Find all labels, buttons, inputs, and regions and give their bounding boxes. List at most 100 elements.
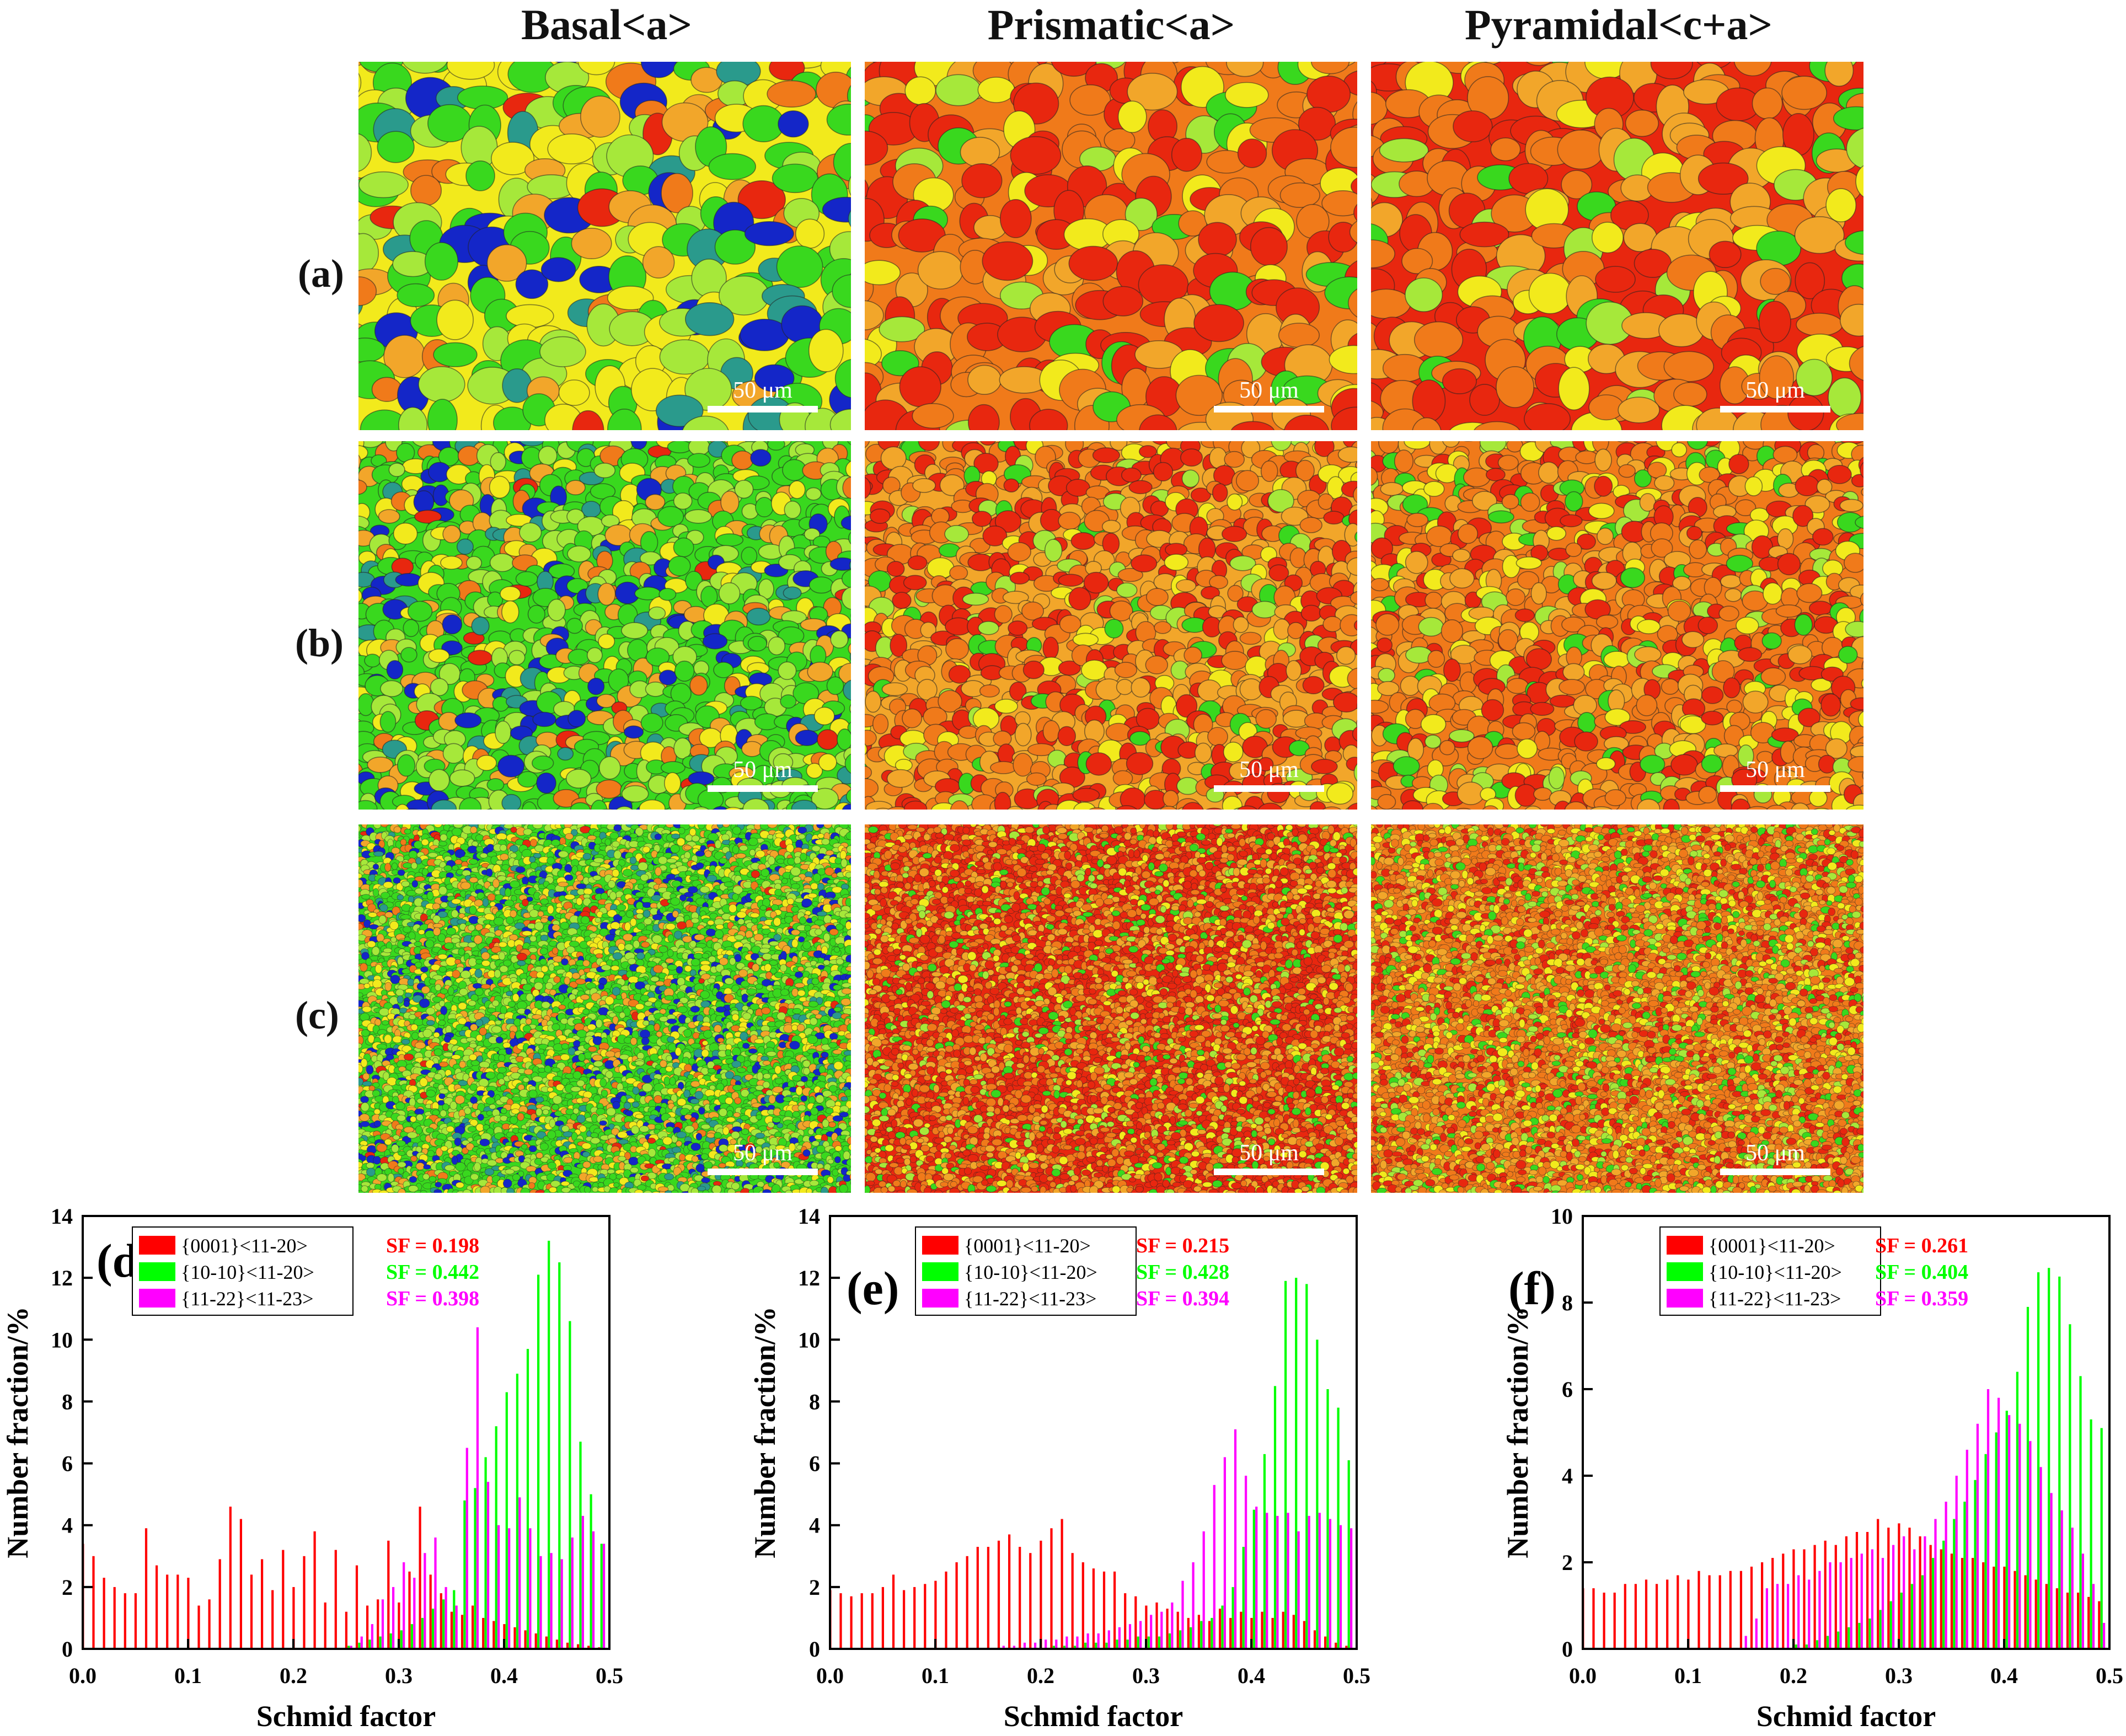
y-tick-label: 14	[51, 1204, 73, 1229]
y-tick-label: 10	[1551, 1204, 1573, 1229]
scale-bar: 50 μm	[1214, 377, 1324, 412]
legend-swatch	[139, 1236, 175, 1255]
bar-d-s0-13	[218, 1559, 221, 1649]
bar-d-s1-40	[505, 1392, 508, 1649]
bar-d-s2-29	[392, 1587, 395, 1649]
bar-d-s2-37	[476, 1327, 479, 1649]
bar-f-s1-21	[1805, 1644, 1808, 1649]
bar-d-s0-27	[366, 1605, 369, 1649]
bar-e-s0-47	[1324, 1636, 1327, 1649]
bar-d-s1-45	[558, 1262, 561, 1649]
schmid-map-a-basal: 50 μm	[358, 62, 851, 430]
bar-d-s1-30	[400, 1630, 403, 1649]
bar-f-s0-16	[1750, 1566, 1753, 1649]
bar-e-s1-34	[1190, 1627, 1192, 1649]
bar-d-s1-42	[526, 1349, 529, 1649]
scale-bar-line	[708, 785, 818, 792]
bar-e-s0-45	[1303, 1621, 1305, 1649]
bar-f-s1-31	[1910, 1584, 1913, 1649]
bar-f-s1-22	[1816, 1640, 1819, 1649]
x-tick-label: 0.2	[1780, 1663, 1807, 1688]
legend-swatch	[139, 1289, 175, 1308]
bar-e-s0-1	[839, 1593, 842, 1649]
y-tick-label: 2	[1562, 1550, 1573, 1575]
x-axis-label: Schmid factor	[1757, 1700, 1936, 1733]
bar-f-s0-32	[1919, 1536, 1921, 1649]
bar-f-s0-47	[2077, 1593, 2080, 1649]
bar-f-s0-25	[1845, 1536, 1847, 1649]
sf-label: SF = 0.428	[1136, 1261, 1229, 1284]
y-tick-label: 14	[798, 1204, 820, 1229]
scale-bar-line	[1214, 785, 1324, 792]
bar-e-s0-43	[1282, 1611, 1284, 1649]
bar-e-s0-25	[1092, 1568, 1095, 1649]
bar-e-s2-39	[1245, 1476, 1247, 1649]
bar-f-s0-35	[1950, 1553, 1953, 1649]
bar-f-s0-43	[2034, 1579, 2037, 1649]
bar-e-s1-21	[1052, 1646, 1055, 1649]
bar-f-s1-23	[1827, 1636, 1829, 1649]
panel-label: (f)	[1508, 1262, 1556, 1315]
bar-d-s1-46	[569, 1321, 571, 1649]
bar-e-s2-18	[1023, 1642, 1026, 1649]
bar-e-s2-33	[1181, 1580, 1184, 1649]
x-axis-label: Schmid factor	[256, 1700, 436, 1733]
column-title-basal: Basal<a>	[521, 1, 692, 49]
bar-d-s0-21	[303, 1556, 306, 1649]
scale-bar: 50 μm	[1214, 1140, 1324, 1175]
bar-d-s0-19	[282, 1550, 285, 1649]
scale-bar-label: 50 μm	[733, 757, 792, 783]
legend-label: {11-22}<11-23>	[964, 1288, 1096, 1310]
bar-e-s0-28	[1124, 1593, 1127, 1649]
sf-label: SF = 0.261	[1875, 1234, 1968, 1257]
bar-d-s2-27	[371, 1624, 373, 1649]
bar-f-s2-32	[1924, 1536, 1926, 1649]
scale-bar-label: 50 μm	[1239, 378, 1299, 403]
bar-d-s2-47	[581, 1515, 584, 1649]
y-tick-label: 2	[62, 1575, 73, 1600]
y-tick-label: 0	[809, 1637, 820, 1662]
bar-f-s1-46	[2069, 1324, 2071, 1649]
bar-d-s0-38	[482, 1617, 485, 1649]
bar-f-s2-44	[2050, 1493, 2053, 1649]
bar-e-s2-20	[1045, 1639, 1047, 1649]
bar-e-s1-35	[1200, 1621, 1203, 1649]
bar-e-s0-15	[987, 1547, 989, 1649]
bar-e-s0-5	[881, 1587, 884, 1649]
bar-d-s0-25	[345, 1611, 347, 1649]
bar-e-s0-16	[997, 1540, 1000, 1649]
y-tick-label: 6	[1562, 1377, 1573, 1402]
bar-d-s0-29	[387, 1540, 390, 1649]
bar-e-s1-37	[1221, 1605, 1224, 1649]
x-tick-label: 0.5	[596, 1663, 623, 1688]
bar-d-s1-27	[368, 1639, 371, 1649]
bar-d-s0-32	[419, 1507, 421, 1649]
bar-d-s0-5	[134, 1593, 137, 1649]
y-tick-label: 6	[809, 1451, 820, 1476]
bar-d-s1-48	[590, 1494, 592, 1649]
bar-d-s1-26	[358, 1642, 361, 1649]
bar-d-s1-49	[600, 1544, 603, 1649]
bar-f-s1-45	[2058, 1276, 2061, 1649]
bar-d-s2-34	[445, 1587, 447, 1649]
bar-e-s0-38	[1229, 1617, 1232, 1649]
bar-d-s1-37	[474, 1488, 476, 1649]
x-tick-label: 0.5	[1343, 1663, 1370, 1688]
bar-f-s1-35	[1953, 1519, 1956, 1649]
bar-f-s1-43	[2037, 1272, 2040, 1649]
bar-e-s1-26	[1105, 1642, 1108, 1649]
bar-f-s1-27	[1868, 1619, 1871, 1649]
bar-d-s0-14	[229, 1507, 232, 1649]
bar-f-s0-48	[2087, 1596, 2090, 1649]
bar-f-s0-18	[1771, 1558, 1774, 1649]
x-tick-label: 0.4	[1238, 1663, 1265, 1688]
y-tick-label: 4	[809, 1513, 820, 1538]
bar-e-s0-37	[1219, 1609, 1222, 1649]
bar-f-s2-34	[1945, 1502, 1947, 1649]
bar-d-s0-1	[92, 1556, 95, 1649]
bar-e-s1-43	[1284, 1280, 1287, 1649]
bar-e-s2-36	[1213, 1485, 1215, 1649]
bar-d-s0-46	[566, 1642, 569, 1649]
scale-bar: 50 μm	[1214, 757, 1324, 792]
bar-e-s2-40	[1255, 1507, 1258, 1649]
